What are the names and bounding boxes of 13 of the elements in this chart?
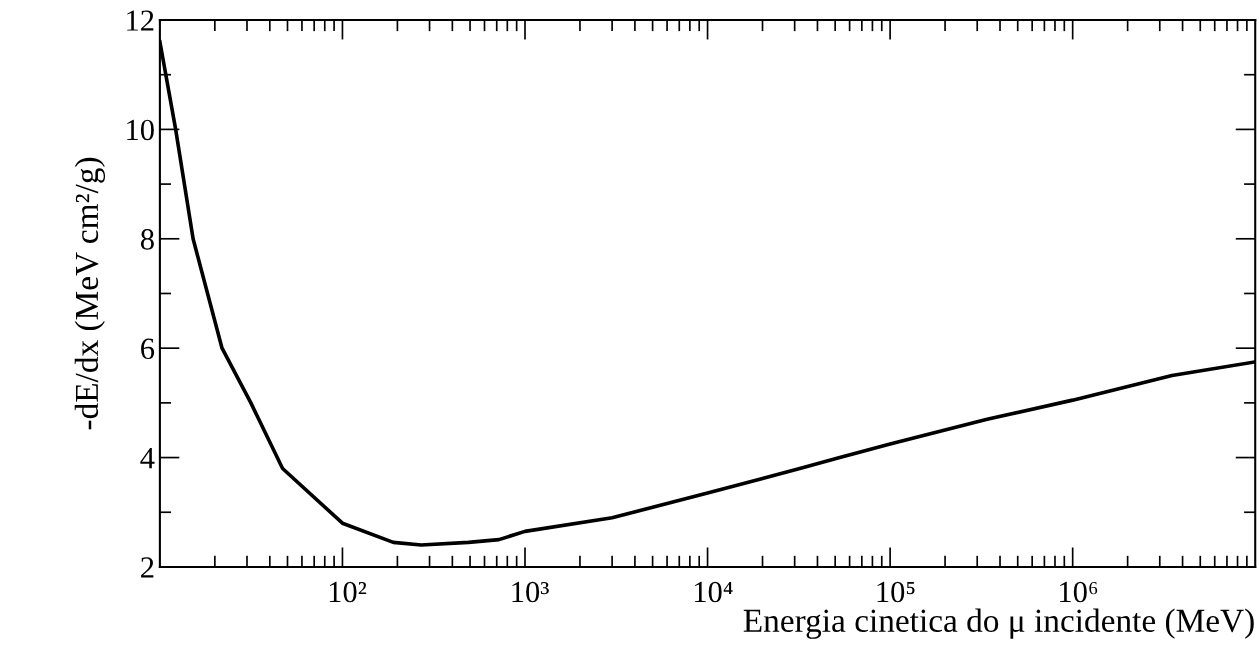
x-tick-label: 10³ [512, 581, 549, 603]
x-tick-label: 10⁶ [1060, 581, 1098, 603]
x-axis-title: Energia cinetica do μ incidente (MeV) [743, 608, 1254, 639]
x-tick-label: 10⁵ [877, 581, 915, 603]
y-tick-label: 10 [127, 119, 154, 141]
x-tick-label: 10⁴ [694, 581, 733, 603]
y-tick-label: 6 [141, 338, 155, 360]
x-tick-label: 10² [329, 581, 367, 603]
y-tick-label: 8 [140, 229, 154, 250]
y-tick-label: 4 [140, 448, 155, 469]
y-tick-label: 2 [141, 557, 154, 578]
y-axis-title: -dE/dx (MeV cm²/g) [74, 157, 106, 430]
y-tick-label: 12 [127, 10, 154, 31]
